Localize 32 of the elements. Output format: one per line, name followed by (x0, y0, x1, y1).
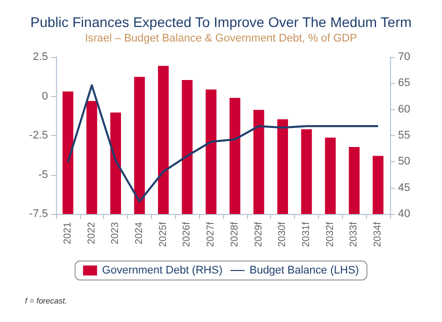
line-series (66, 84, 380, 202)
y2-tick-label: 45 (398, 182, 410, 194)
y2-tick-label: 55 (398, 130, 410, 142)
y-tick-label: 2.5 (32, 51, 48, 63)
chart-subtitle: Israel – Budget Balance & Government Debt, % of GDP (84, 32, 358, 44)
x-tick-label: 2021 (62, 222, 74, 244)
y2-tick-label: 50 (398, 156, 410, 168)
y2-tick-label: 70 (398, 51, 410, 63)
x-tick-label: 2028f (229, 222, 240, 248)
x-tick-label: 2024 (134, 222, 145, 244)
y2-tick-label: 65 (398, 77, 410, 90)
x-tick-label: 2032f (324, 222, 336, 248)
x-tick-label: 2030f (277, 222, 288, 248)
y-tick-label: -2.5 (29, 130, 48, 142)
x-tick-label: 2022 (86, 222, 98, 244)
chart-title: Public Finances Expected To Improve Over The Medum Term (30, 14, 412, 30)
y-tick-label: -5 (38, 168, 48, 181)
x-tick-label: 2034f (372, 222, 384, 248)
y-tick-label: -7.5 (29, 208, 48, 220)
x-tick-label: 2029f (253, 222, 264, 248)
y2-tick-label: 40 (398, 208, 410, 220)
y2-tick-label: 60 (398, 103, 410, 116)
text: f = forecast. (25, 296, 68, 306)
legend-label: Government Debt (RHS) (102, 264, 222, 276)
y-tick-label: 0 (42, 90, 48, 102)
x-tick-label: 2026f (182, 222, 193, 248)
x-tick-label: 2033f (348, 222, 360, 248)
x-tick-label: 2031f (301, 222, 312, 248)
x-tick-label: 2023 (110, 222, 122, 244)
x-tick-label: 2027f (206, 222, 217, 248)
legend-label: Budget Balance (LHS) (249, 264, 359, 276)
x-tick-label: 2025f (158, 222, 169, 248)
